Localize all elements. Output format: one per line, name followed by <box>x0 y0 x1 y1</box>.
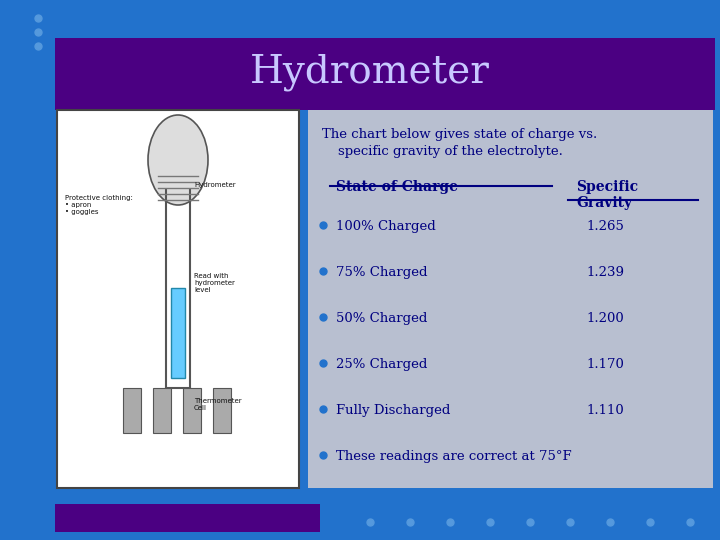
Text: 25% Charged: 25% Charged <box>336 358 428 371</box>
Text: Specific: Specific <box>576 180 638 194</box>
FancyBboxPatch shape <box>55 38 715 110</box>
FancyBboxPatch shape <box>55 504 320 532</box>
Text: Read with
hydrometer
level: Read with hydrometer level <box>194 273 235 293</box>
Text: 1.110: 1.110 <box>586 404 624 417</box>
FancyBboxPatch shape <box>57 110 299 488</box>
Text: 1.265: 1.265 <box>586 220 624 233</box>
Text: 100% Charged: 100% Charged <box>336 220 436 233</box>
Text: Gravity: Gravity <box>576 196 632 210</box>
FancyBboxPatch shape <box>123 388 141 433</box>
Text: These readings are correct at 75°F: These readings are correct at 75°F <box>336 450 572 463</box>
FancyBboxPatch shape <box>153 388 171 433</box>
FancyBboxPatch shape <box>171 288 185 378</box>
Text: Fully Discharged: Fully Discharged <box>336 404 451 417</box>
Text: specific gravity of the electrolyte.: specific gravity of the electrolyte. <box>338 145 563 158</box>
FancyBboxPatch shape <box>213 388 231 433</box>
Text: Hydrometer: Hydrometer <box>194 182 235 188</box>
Text: 1.239: 1.239 <box>586 266 624 279</box>
Text: Thermometer
Cell: Thermometer Cell <box>194 398 242 411</box>
Text: Hydrometer: Hydrometer <box>250 53 490 91</box>
Text: 1.200: 1.200 <box>586 312 624 325</box>
Text: 75% Charged: 75% Charged <box>336 266 428 279</box>
Text: 50% Charged: 50% Charged <box>336 312 428 325</box>
FancyBboxPatch shape <box>308 110 713 488</box>
FancyBboxPatch shape <box>183 388 201 433</box>
Ellipse shape <box>148 115 208 205</box>
Text: State of Charge: State of Charge <box>336 180 458 194</box>
Text: Protective clothing:
• apron
• goggles: Protective clothing: • apron • goggles <box>65 195 133 215</box>
Text: The chart below gives state of charge vs.: The chart below gives state of charge vs… <box>322 128 598 141</box>
Text: 1.170: 1.170 <box>586 358 624 371</box>
